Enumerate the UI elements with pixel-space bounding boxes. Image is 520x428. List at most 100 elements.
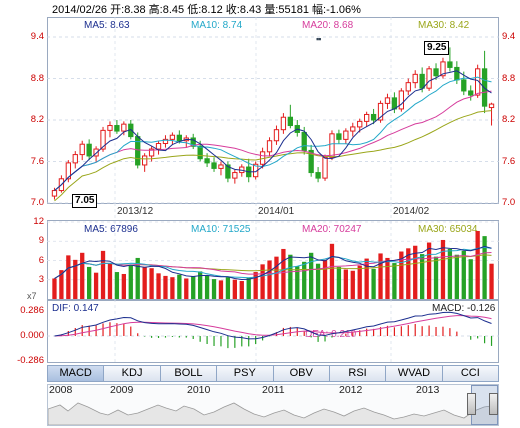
volume-bar (378, 253, 383, 299)
volume-bar (274, 256, 279, 299)
volume-axis-label: 9 (38, 235, 44, 247)
macd-value-label: MACD: -0.126 (432, 303, 496, 314)
volume-bar (302, 261, 307, 299)
macd-multiplier: x7 (27, 291, 37, 301)
candle-body (204, 158, 210, 164)
volume-bar (184, 278, 189, 299)
candle-body (405, 82, 411, 92)
indicator-tabs: MACD KDJ BOLL PSY OBV RSI WVAD CCI (47, 365, 499, 382)
candle-body (100, 129, 106, 150)
high-label: 高: (148, 4, 163, 16)
candle-body (148, 148, 155, 157)
candle-body (72, 154, 78, 164)
tab-rsi[interactable]: RSI (329, 365, 387, 382)
price-ma30-label: MA30: 8.42 (418, 20, 470, 31)
candle-body (412, 73, 418, 84)
candle-body (343, 130, 349, 140)
volume-bar (426, 242, 432, 299)
volume-bar (218, 280, 224, 299)
low-price-callout: 7.05 (72, 194, 98, 208)
change-value: -1.06% (326, 4, 361, 16)
macd-axis-label: -0.286 (17, 355, 44, 366)
candle-body (461, 79, 467, 92)
volume-bar (336, 266, 342, 299)
tab-boll[interactable]: BOLL (160, 365, 218, 382)
volume-bar (239, 281, 244, 299)
candle-body (287, 116, 293, 127)
price-axis-right-label: 7.6 (502, 155, 516, 167)
volume-bar (392, 263, 397, 299)
candle-body (162, 138, 169, 145)
tab-kdj[interactable]: KDJ (104, 365, 161, 382)
candle-body (419, 73, 425, 89)
candle-body (364, 113, 370, 122)
tab-cci[interactable]: CCI (442, 365, 499, 382)
volume-bar (433, 256, 439, 299)
volume-bar (315, 263, 321, 299)
candle-body (336, 133, 342, 140)
volume-ma30-label: MA30: 65034 (418, 224, 478, 235)
timeline-left-handle[interactable] (467, 393, 476, 415)
price-axis-left-label: 8.8 (30, 72, 44, 84)
price-axis-right-label: 8.2 (502, 114, 516, 125)
volume-bar (232, 279, 237, 299)
tab-psy[interactable]: PSY (217, 365, 274, 382)
price-axis-right-label: 8.8 (502, 72, 516, 84)
timeline-year-2008: 2008 (49, 384, 73, 396)
volume-bar (73, 259, 78, 299)
candle-body (190, 137, 196, 147)
candle-body (121, 123, 127, 132)
volume-bar (343, 269, 348, 299)
candle-body (211, 162, 217, 169)
volume-bar (107, 263, 113, 299)
volume-bar (198, 271, 203, 299)
quote-date: 2014/02/26 (52, 4, 108, 16)
tab-macd[interactable]: MACD (47, 365, 105, 382)
volume-bar (295, 266, 300, 299)
macd-dif-label: DIF: 0.147 (52, 303, 99, 314)
price-axis-left-label: 7.6 (30, 155, 44, 167)
volume-bar (489, 263, 494, 299)
close-label: 收: (225, 4, 240, 16)
volume-bar (225, 277, 231, 299)
candle-body (197, 145, 203, 160)
timeline-year-2013: 2013 (416, 384, 440, 396)
candle-body (454, 66, 460, 81)
candle-body (135, 136, 141, 166)
expand-icon[interactable]: ▪▪ (316, 34, 321, 44)
candle-body (398, 90, 404, 110)
volume-bar (468, 259, 473, 299)
volume-axis-label: 12 (33, 216, 44, 227)
volume-bar (87, 266, 92, 299)
candle-body (315, 172, 321, 179)
candle-body (468, 90, 474, 96)
candle-body (232, 172, 238, 179)
volume-bar (364, 258, 369, 299)
volume-bar (482, 236, 487, 299)
timeline-navigator[interactable] (47, 384, 499, 426)
candle-body (377, 102, 384, 121)
tab-wvad[interactable]: WVAD (386, 365, 443, 382)
volume-bar (142, 266, 147, 299)
timeline-year-2011: 2011 (262, 384, 285, 396)
volume-bar (350, 270, 355, 299)
tab-obv[interactable]: OBV (273, 365, 330, 382)
timeline-year-2010: 2010 (187, 384, 211, 396)
volume-bar (191, 276, 196, 299)
volume-bar (80, 252, 85, 299)
volume-axis-label: 3 (38, 273, 44, 285)
price-ma10-label: MA10: 8.74 (191, 20, 243, 31)
candle-body (266, 140, 273, 153)
timeline-year-2012: 2012 (339, 384, 363, 396)
volume-bar (260, 264, 265, 299)
volume-ma20-label: MA20: 70247 (302, 224, 362, 235)
candle-body (357, 120, 363, 128)
timeline-sparkline (47, 402, 499, 426)
volume-ma10-label: MA10: 71525 (191, 224, 251, 235)
volume-panel (47, 220, 499, 300)
volume-bar (128, 264, 133, 299)
timeline-right-handle[interactable] (489, 393, 498, 415)
candle-body (273, 129, 280, 142)
volume-bar (52, 278, 57, 299)
